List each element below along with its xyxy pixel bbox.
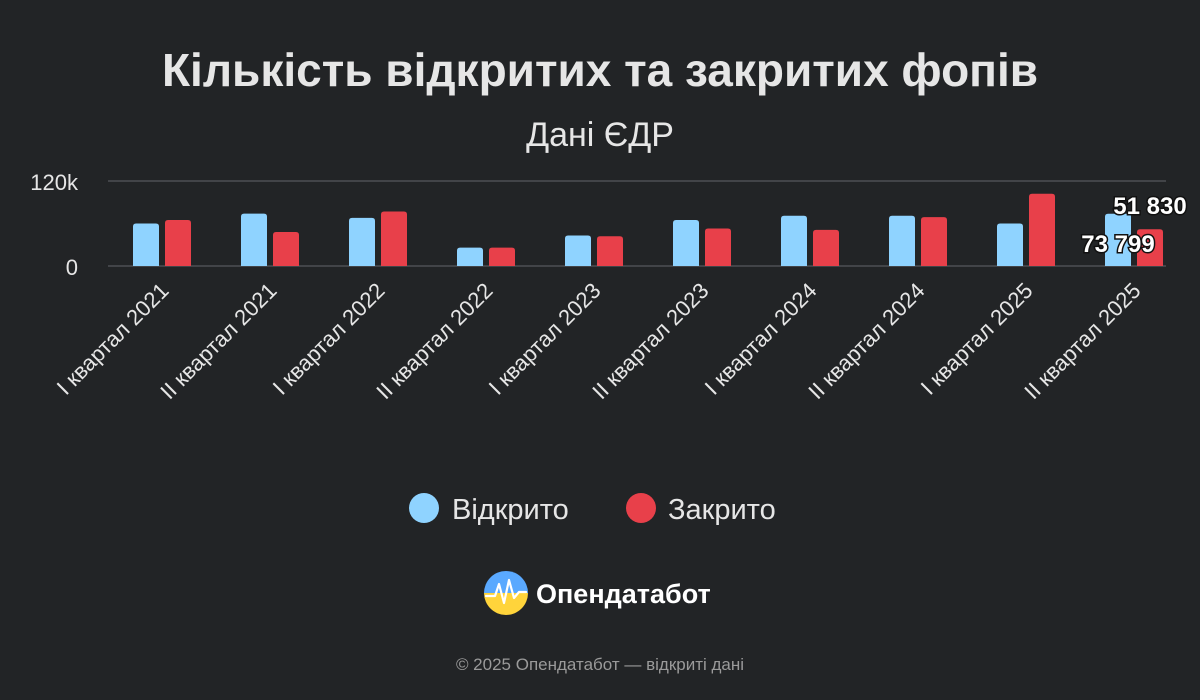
- bar-closed-1: [273, 232, 299, 266]
- bar-closed-8: [1029, 193, 1055, 266]
- bar-closed-4: [597, 236, 623, 266]
- bar-opened-5: [673, 219, 699, 266]
- x-tick-label: ІІ квартал 2023: [587, 278, 713, 404]
- bar-opened-8: [997, 223, 1023, 266]
- bar-closed-5: [705, 228, 731, 266]
- x-tick-label: ІІ квартал 2025: [1019, 278, 1145, 404]
- bar-closed-2: [381, 211, 407, 266]
- data-label: 73 799: [1081, 231, 1154, 258]
- brand-logo: [484, 571, 528, 615]
- bars: [133, 193, 1163, 266]
- pulse-icon: [484, 578, 528, 605]
- x-tick-label: І квартал 2022: [268, 278, 390, 400]
- legend-label-1: Закрито: [668, 494, 776, 526]
- x-tick-label: ІІ квартал 2021: [155, 278, 281, 404]
- x-tick-label: І квартал 2023: [484, 278, 606, 400]
- bar-closed-6: [813, 229, 839, 266]
- y-tick-label: 0: [66, 255, 78, 280]
- data-label: 51 830: [1113, 193, 1186, 220]
- data-labels: 73 799 51 830: [1080, 192, 1188, 260]
- bar-opened-9: [1105, 213, 1131, 266]
- x-tick-label: І квартал 2025: [916, 278, 1038, 400]
- brand-name: Опендатабот: [536, 579, 711, 609]
- chart-subtitle: Дані ЄДР: [526, 116, 674, 154]
- legend-marker-0: [409, 493, 439, 523]
- bar-opened-6: [781, 215, 807, 266]
- bar-closed-7: [921, 217, 947, 266]
- bar-opened-4: [565, 235, 591, 266]
- bar-opened-7: [889, 215, 915, 266]
- legend-marker-1: [626, 493, 656, 523]
- legend: Відкрито Закрито: [409, 493, 776, 526]
- bar-opened-3: [457, 247, 483, 266]
- bar-closed-9: [1137, 229, 1163, 266]
- x-tick-label: ІІ квартал 2024: [803, 278, 929, 404]
- x-tick-label: І квартал 2024: [700, 278, 822, 400]
- x-tick-label: І квартал 2021: [52, 278, 174, 400]
- chart-title: Кількість відкритих та закритих фопів: [162, 44, 1038, 96]
- bar-opened-2: [349, 217, 375, 266]
- y-tick-label: 120k: [30, 170, 79, 195]
- bar-opened-0: [133, 223, 159, 266]
- x-tick-label: ІІ квартал 2022: [371, 278, 497, 404]
- bar-closed-0: [165, 219, 191, 266]
- copyright-text: © 2025 Опендатабот — відкриті дані: [456, 655, 744, 674]
- bar-closed-3: [489, 247, 515, 266]
- legend-label-0: Відкрито: [452, 494, 569, 526]
- bar-opened-1: [241, 213, 267, 266]
